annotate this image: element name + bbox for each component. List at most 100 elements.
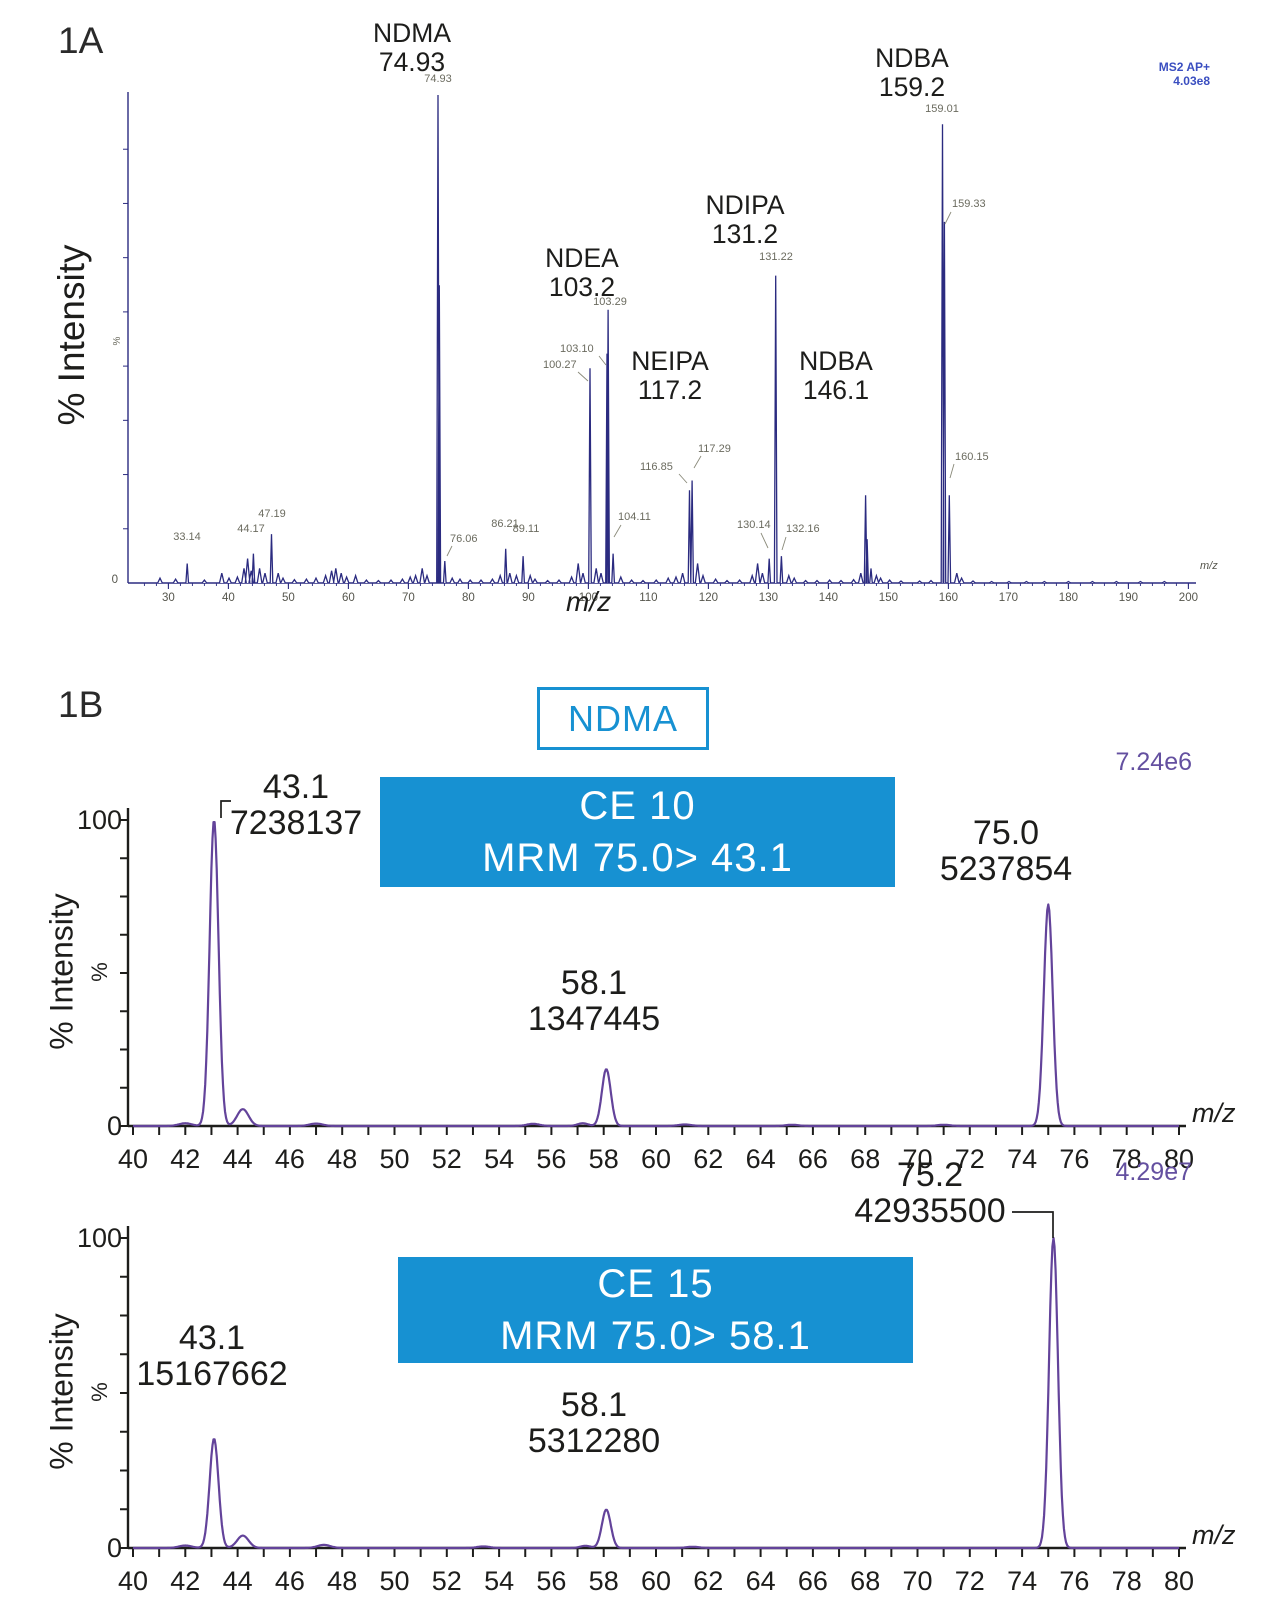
mrm-x-tick-label: 46: [275, 1144, 305, 1174]
panel-a-peak-annotation: 47.19: [258, 508, 286, 520]
mrm-peak-mz-label: 75.0: [973, 814, 1039, 852]
chart2-y-axis-title: % Intensity: [43, 1313, 80, 1470]
mrm-peak-intensity-label: 42935500: [854, 1192, 1005, 1230]
mrm-peak-intensity-label: 15167662: [136, 1355, 287, 1393]
chart1-scale-note: 7.24e6: [1115, 748, 1192, 776]
peak-annotation-leader: [760, 532, 769, 549]
mrm-x-tick-label: 72: [955, 1144, 985, 1174]
compound-label: NDBA 146.1: [799, 346, 873, 405]
chart2-collision-energy: CE 15: [597, 1262, 714, 1306]
chart1-y-axis-title: % Intensity: [43, 893, 80, 1050]
chart2-method-box: CE 15 MRM 75.0> 58.1: [398, 1257, 913, 1363]
mrm-x-tick-label: 68: [850, 1144, 880, 1174]
peak-annotation-leader: [693, 455, 702, 469]
panel-a-x-tick-label: 140: [819, 592, 838, 604]
panel-a-x-tick-label: 150: [879, 592, 898, 604]
compound-label: NDEA 103.2: [545, 243, 619, 302]
panel-a-peak-annotation: 130.14: [737, 519, 771, 531]
mrm-peak-mz-label: 58.1: [561, 1386, 627, 1424]
mrm-x-tick-label: 64: [746, 1566, 776, 1596]
mrm-x-tick-label: 62: [693, 1144, 723, 1174]
mrm-peak-label-bracket: [220, 800, 231, 818]
panel-a-x-tick-label: 60: [342, 592, 355, 604]
panel-a-peak-annotation: 132.16: [786, 523, 820, 535]
panel-a-x-tick-label: 110: [639, 592, 657, 604]
mrm-x-tick-label: 70: [902, 1144, 932, 1174]
compound-label: NDBA 159.2: [875, 43, 949, 102]
peak-annotation-leader: [446, 545, 453, 557]
panel-a-peak-annotation: 89.11: [513, 523, 540, 535]
mrm-peak-intensity-label: 7238137: [230, 804, 362, 842]
panel-a-peak-annotation: 159.33: [952, 198, 986, 210]
mrm-trace: [132, 1236, 1180, 1550]
chart2-axis-end-mz-label: m/z: [1192, 1520, 1236, 1550]
mrm-peak-label-bracket: [1012, 1211, 1054, 1238]
mrm-x-tick-label: 60: [641, 1144, 671, 1174]
instrument-mode-label: MS2 AP+: [1158, 60, 1210, 74]
mrm-x-tick-label: 48: [327, 1144, 357, 1174]
panel-a-x-tick-label: 180: [1059, 592, 1078, 604]
panel-a-x-tick-label: 30: [162, 592, 175, 604]
panel-a-y-axis-title: % Intensity: [51, 244, 92, 426]
mrm-x-tick-label: 60: [641, 1566, 671, 1596]
panel-a-x-tick-label: 170: [999, 592, 1018, 604]
mrm-x-tick-label: 74: [1007, 1144, 1037, 1174]
panel-a-peak-annotation: 86.21: [491, 518, 519, 530]
chart1-y-100-label: 100: [76, 805, 122, 835]
panel-a-axis-end-mz-label: m/z: [1200, 560, 1218, 572]
mrm-x-tick-label: 76: [1059, 1144, 1089, 1174]
instrument-scale-label: 4.03e8: [1173, 74, 1210, 88]
compound-title: NDMA: [568, 697, 678, 739]
mrm-x-tick-label: 50: [379, 1566, 409, 1596]
mrm-x-tick-label: 74: [1007, 1566, 1037, 1596]
panel-a-y-mid-percent: %: [112, 336, 123, 345]
panel-a-peak-annotation: 100.27: [543, 359, 577, 371]
peak-annotation-leader: [944, 211, 952, 225]
panel-a-peak-annotation: 116.85: [640, 461, 673, 473]
mrm-x-tick-label: 42: [170, 1566, 200, 1596]
peak-annotation-leader: [577, 371, 589, 382]
mrm-x-tick-label: 48: [327, 1566, 357, 1596]
peak-annotation-leader: [613, 524, 622, 538]
panel-a-x-tick-label: 50: [282, 592, 295, 604]
panel-a-spectrum-trace: [157, 94, 1168, 584]
chart1-method-box: CE 10 MRM 75.0> 43.1: [380, 777, 895, 887]
mrm-x-tick-label: 40: [118, 1566, 148, 1596]
panel-a-peak-annotation: 160.15: [955, 451, 989, 463]
panel-a-peak-annotation: 74.93: [424, 73, 452, 85]
mrm-x-tick-label: 66: [798, 1566, 828, 1596]
mrm-x-tick-label: 62: [693, 1566, 723, 1596]
chart1-mrm-transition: MRM 75.0> 43.1: [482, 836, 793, 880]
panel-a-x-tick-label: 130: [759, 592, 778, 604]
chart2-y-100-label: 100: [76, 1223, 122, 1253]
mrm-x-tick-label: 56: [536, 1566, 566, 1596]
panel-a-peak-annotation: 159.01: [925, 103, 959, 115]
mrm-x-tick-label: 72: [955, 1566, 985, 1596]
panel-a-peak-annotation: 131.22: [759, 251, 793, 263]
mrm-x-tick-label: 58: [589, 1566, 619, 1596]
mrm-x-tick-label: 70: [902, 1566, 932, 1596]
panel-a-peak-annotation: 76.06: [450, 533, 478, 545]
panel-a-peak-annotation: 117.29: [698, 443, 731, 455]
panel-a-peak-annotation: 44.17: [237, 523, 265, 535]
compound-label: NEIPA 117.2: [631, 346, 709, 405]
peak-annotation-leader: [781, 536, 787, 551]
chart1-y-mid-percent-label: %: [86, 962, 112, 982]
mrm-peak-mz-label: 58.1: [561, 964, 627, 1002]
compound-label: NDIPA 131.2: [705, 190, 784, 249]
compound-label: NDMA 74.93: [373, 18, 451, 77]
chart2-mrm-transition: MRM 75.0> 58.1: [500, 1314, 811, 1358]
mrm-x-tick-label: 58: [589, 1144, 619, 1174]
mrm-x-tick-label: 56: [536, 1144, 566, 1174]
mrm-peak-intensity-label: 1347445: [528, 1000, 660, 1038]
chart2-scale-note: 4.29e7: [1115, 1158, 1192, 1186]
compound-title-box: NDMA: [537, 687, 709, 750]
mrm-x-tick-label: 80: [1164, 1566, 1194, 1596]
mrm-x-tick-label: 50: [379, 1144, 409, 1174]
mrm-x-tick-label: 54: [484, 1144, 514, 1174]
panel-a-x-tick-label: 160: [939, 592, 958, 604]
mrm-peak-mz-label: 43.1: [179, 1319, 245, 1357]
mrm-peak-intensity-label: 5237854: [940, 850, 1072, 888]
mrm-x-tick-label: 68: [850, 1566, 880, 1596]
